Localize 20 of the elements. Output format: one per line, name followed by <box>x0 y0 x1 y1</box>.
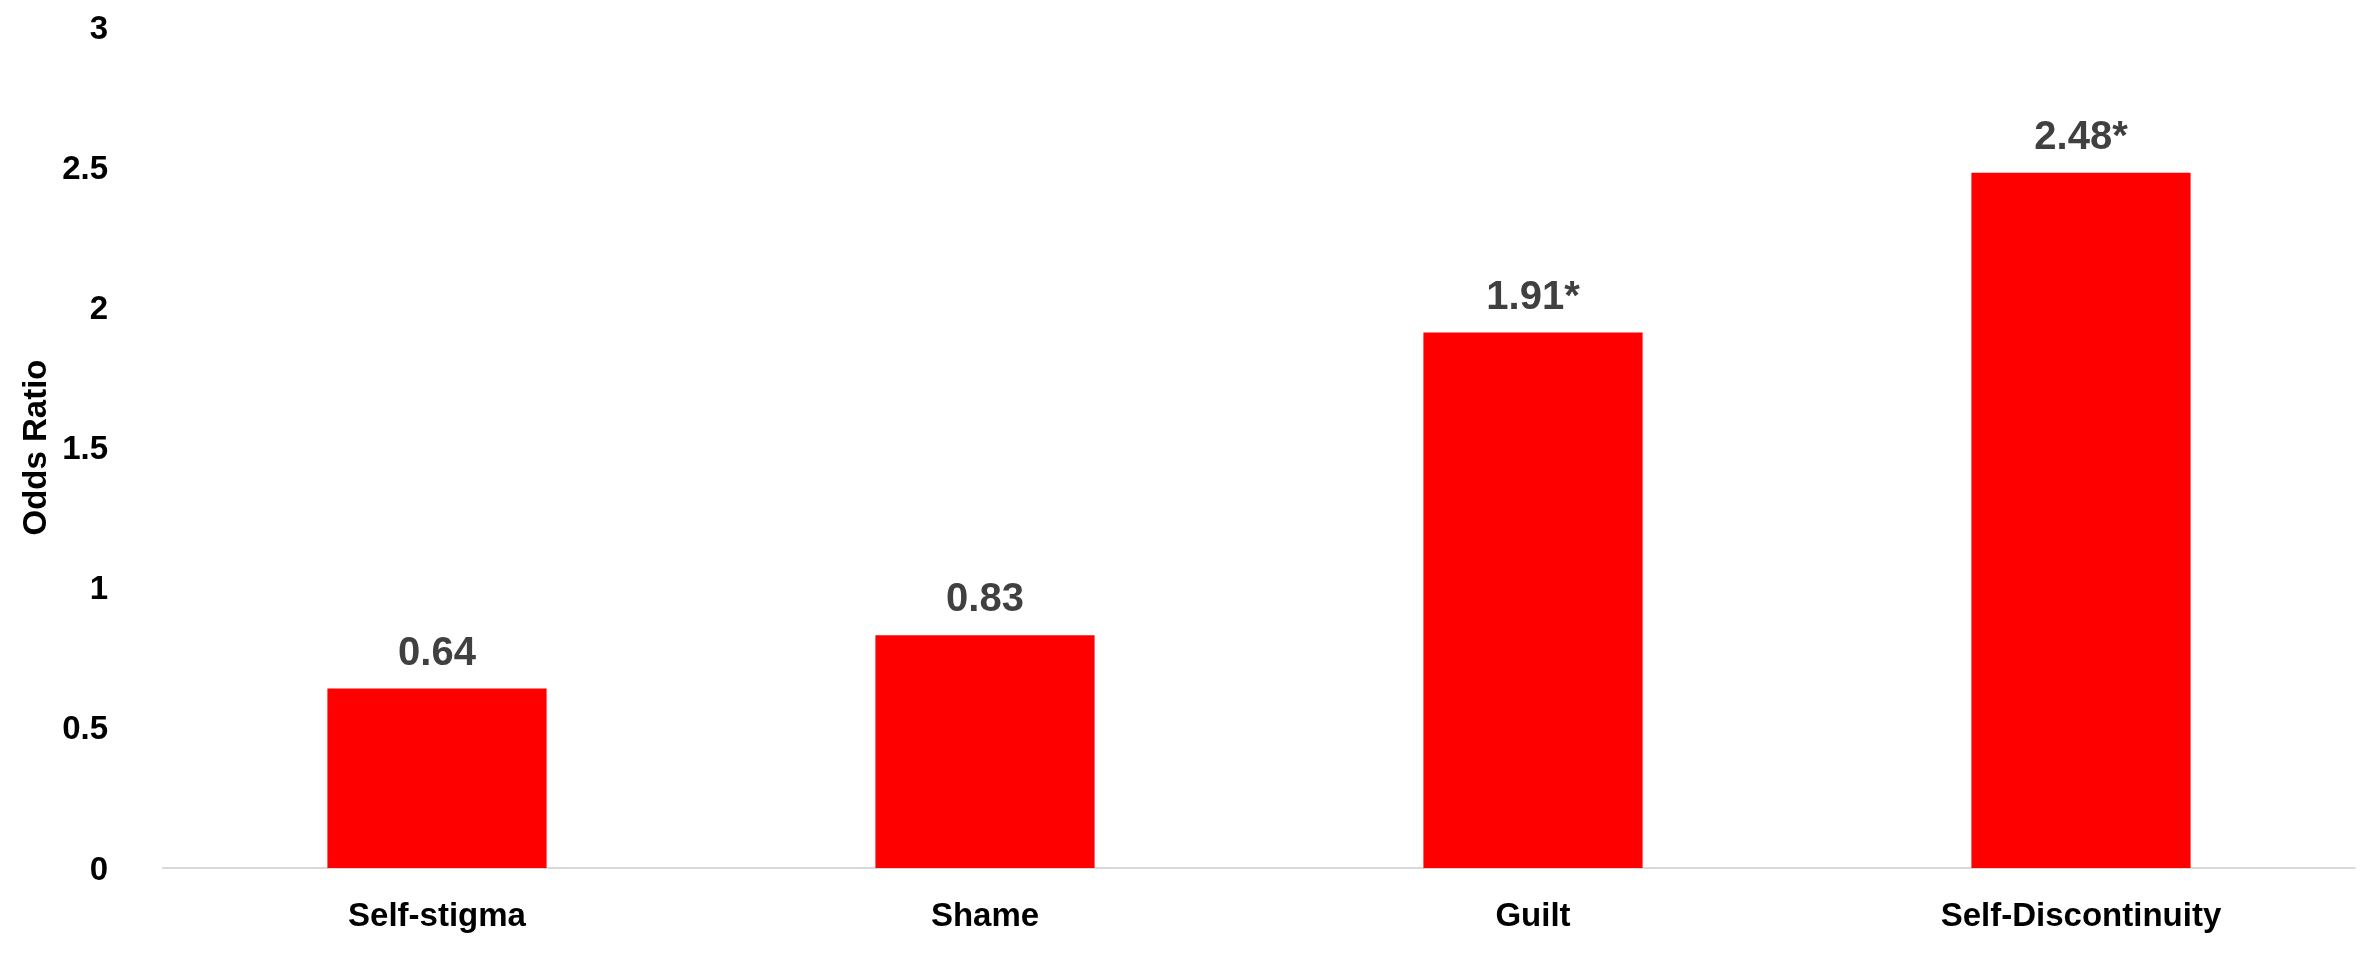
data-label: 2.48* <box>2034 112 2129 157</box>
bar <box>1971 172 2191 868</box>
x-tick-label: Self-stigma <box>348 896 527 933</box>
y-tick-label: 0 <box>89 849 108 887</box>
y-tick-label: 0.5 <box>62 709 108 747</box>
y-tick-label: 2 <box>89 288 108 326</box>
data-label: 0.64 <box>398 628 477 673</box>
x-tick-label: Shame <box>930 896 1040 933</box>
y-tick-label: 1 <box>89 569 108 607</box>
x-tick-label: Self-Discontinuity <box>1940 896 2222 933</box>
bar <box>875 635 1095 868</box>
y-tick-label: 3 <box>89 8 108 46</box>
data-label: 0.83 <box>946 575 1024 620</box>
bar <box>327 688 547 868</box>
data-label: 1.91* <box>1486 272 1581 317</box>
x-tick-label: Guilt <box>1495 896 1571 933</box>
y-tick-label: 2.5 <box>62 148 108 186</box>
y-axis-title: Odds Ratio <box>16 359 54 536</box>
y-tick-label: 1.5 <box>62 429 108 466</box>
bar <box>1423 332 1643 868</box>
